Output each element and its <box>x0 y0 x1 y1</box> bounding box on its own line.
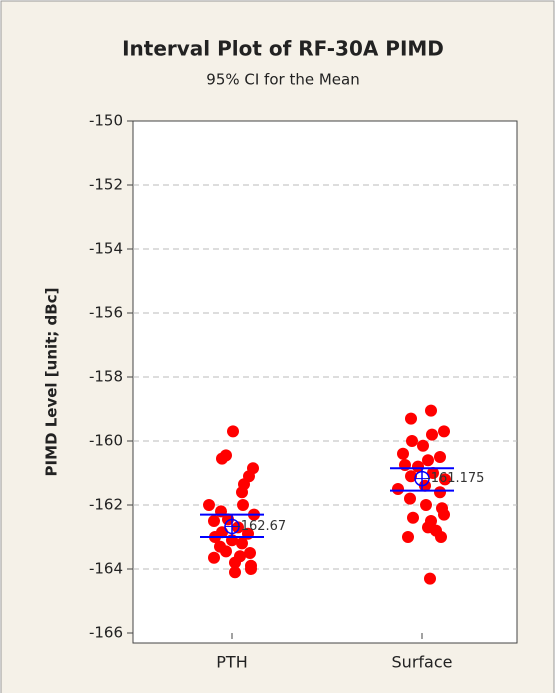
data-point <box>227 425 239 438</box>
mean-label: -161.175 <box>426 471 484 486</box>
data-point <box>232 521 244 534</box>
chart-title: Interval Plot of RF-30A PIMD <box>122 37 444 61</box>
data-point <box>208 551 220 564</box>
data-point <box>427 467 439 479</box>
data-point <box>229 556 241 569</box>
mean-label: -162.67 <box>236 519 286 534</box>
data-point <box>236 537 248 550</box>
data-point <box>220 545 232 558</box>
data-point <box>438 425 450 438</box>
data-point <box>236 486 248 499</box>
y-tick-label: -160 <box>89 432 123 450</box>
data-point <box>439 473 451 486</box>
data-point <box>405 412 417 425</box>
data-point <box>229 566 241 579</box>
y-tick-label: -166 <box>89 624 123 642</box>
x-tick-label: Surface <box>392 653 453 672</box>
data-point <box>434 451 446 463</box>
data-point <box>244 547 256 559</box>
data-point <box>426 428 438 441</box>
data-point <box>424 572 436 585</box>
plot-area <box>132 120 518 644</box>
data-point <box>237 499 249 511</box>
data-point <box>402 531 414 543</box>
data-point <box>405 470 417 483</box>
data-point <box>417 439 429 452</box>
data-point <box>438 508 450 521</box>
data-point <box>425 404 437 417</box>
y-axis-label: PIMD Level [unit; dBc] <box>43 288 61 477</box>
y-tick-label: -156 <box>89 304 123 322</box>
y-tick-label: -164 <box>89 560 123 578</box>
chart-subtitle: 95% CI for the Mean <box>206 71 359 89</box>
data-point <box>422 454 434 467</box>
data-point <box>406 435 418 447</box>
x-tick-label: PTH <box>216 653 247 672</box>
data-point <box>434 486 446 499</box>
data-point <box>412 460 424 473</box>
data-point <box>216 452 228 465</box>
data-point <box>245 563 257 575</box>
data-point <box>404 492 416 505</box>
data-point <box>420 499 432 511</box>
data-point <box>203 499 215 511</box>
data-point <box>222 513 234 526</box>
y-tick-label: -154 <box>89 240 123 258</box>
data-point <box>397 447 409 460</box>
data-point <box>392 483 404 495</box>
data-point <box>208 515 220 527</box>
y-tick-label: -150 <box>89 112 123 130</box>
y-tick-label: -152 <box>89 176 123 194</box>
data-point <box>435 531 447 543</box>
y-tick-label: -158 <box>89 368 123 386</box>
y-tick-label: -162 <box>89 496 123 514</box>
data-point <box>407 511 419 524</box>
